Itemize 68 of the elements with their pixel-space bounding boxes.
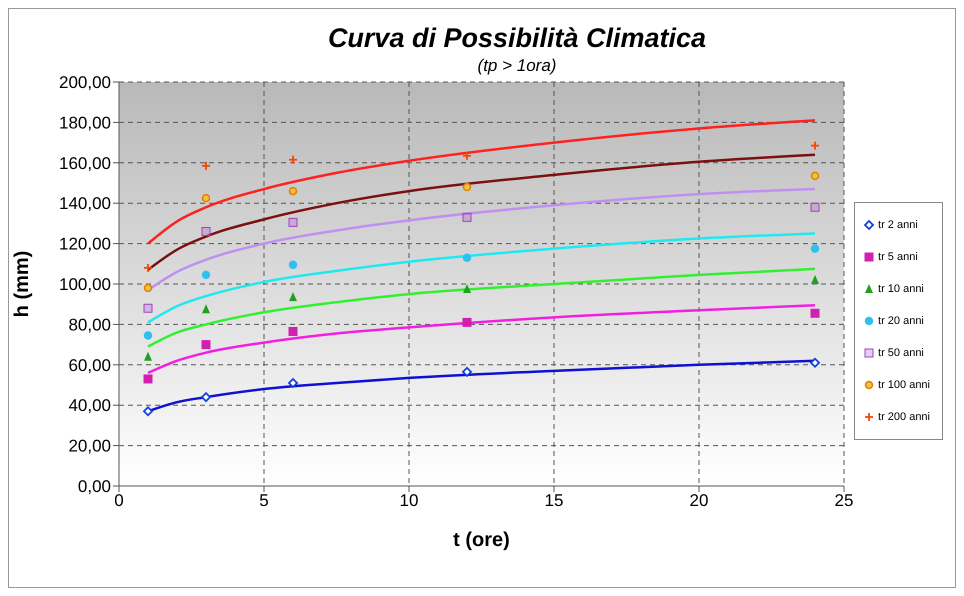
point	[811, 274, 820, 284]
point	[810, 140, 820, 151]
x-tick-label: 15	[544, 491, 564, 510]
point	[144, 352, 152, 361]
point	[144, 304, 152, 313]
point	[202, 226, 210, 236]
point	[810, 358, 820, 368]
point	[462, 366, 472, 377]
point	[288, 378, 298, 388]
x-tick-label: 5	[259, 491, 269, 510]
point	[202, 270, 210, 280]
point	[462, 150, 472, 161]
legend-label: tr 5 anni	[878, 251, 918, 263]
point	[289, 292, 298, 302]
y-tick-label: 60,00	[68, 356, 111, 375]
point	[144, 374, 152, 384]
x-tick-label: 25	[834, 491, 854, 510]
line-series	[146, 232, 816, 324]
x-tick-label: 0	[114, 491, 124, 510]
point	[463, 284, 472, 294]
legend-label: tr 50 anni	[878, 347, 924, 359]
point	[143, 262, 153, 273]
y-tick-label: 80,00	[68, 315, 111, 334]
point	[462, 253, 472, 262]
line-series	[146, 268, 816, 348]
point	[201, 392, 211, 402]
legend-label: tr 10 anni	[878, 283, 924, 295]
legend-label: tr 20 anni	[878, 315, 924, 327]
point	[143, 406, 153, 416]
point	[462, 212, 472, 222]
y-tick-label: 200,00	[59, 73, 111, 92]
y-axis-title: h (mm)	[11, 250, 34, 318]
x-tick-label: 10	[400, 491, 418, 510]
legend-label: tr 2 anni	[878, 219, 918, 231]
point	[202, 304, 210, 314]
chart-subtitle: (tp > 1ora)	[478, 56, 556, 75]
point	[202, 194, 210, 202]
y-tick-label: 0,00	[78, 477, 111, 496]
point	[144, 331, 152, 340]
x-axis-title: t (ore)	[453, 529, 510, 551]
point	[288, 154, 298, 165]
point	[144, 284, 152, 292]
point	[288, 260, 298, 270]
chart-title: Curva di Possibilità Climatica	[326, 23, 708, 54]
point	[462, 318, 472, 327]
line-series	[146, 153, 816, 272]
y-tick-label: 160,00	[59, 154, 111, 173]
point	[288, 186, 298, 196]
y-tick-label: 40,00	[68, 396, 111, 416]
y-tick-label: 140,00	[59, 194, 111, 214]
point	[288, 326, 298, 336]
point	[810, 244, 820, 253]
line-series	[146, 304, 816, 374]
point	[202, 340, 210, 350]
y-tick-label: 120,00	[59, 234, 111, 254]
point	[462, 182, 472, 192]
legend-label: tr 200 anni	[878, 411, 930, 423]
point	[810, 172, 820, 180]
line-series	[146, 119, 816, 245]
point	[810, 308, 820, 318]
y-tick-label: 20,00	[68, 436, 111, 456]
point	[810, 202, 820, 212]
legend-label: tr 100 anni	[878, 379, 930, 391]
point	[201, 160, 211, 171]
point	[288, 218, 298, 227]
x-tick-label: 20	[690, 491, 708, 510]
y-tick-label: 100,00	[59, 275, 111, 294]
y-tick-label: 180,00	[59, 113, 111, 132]
